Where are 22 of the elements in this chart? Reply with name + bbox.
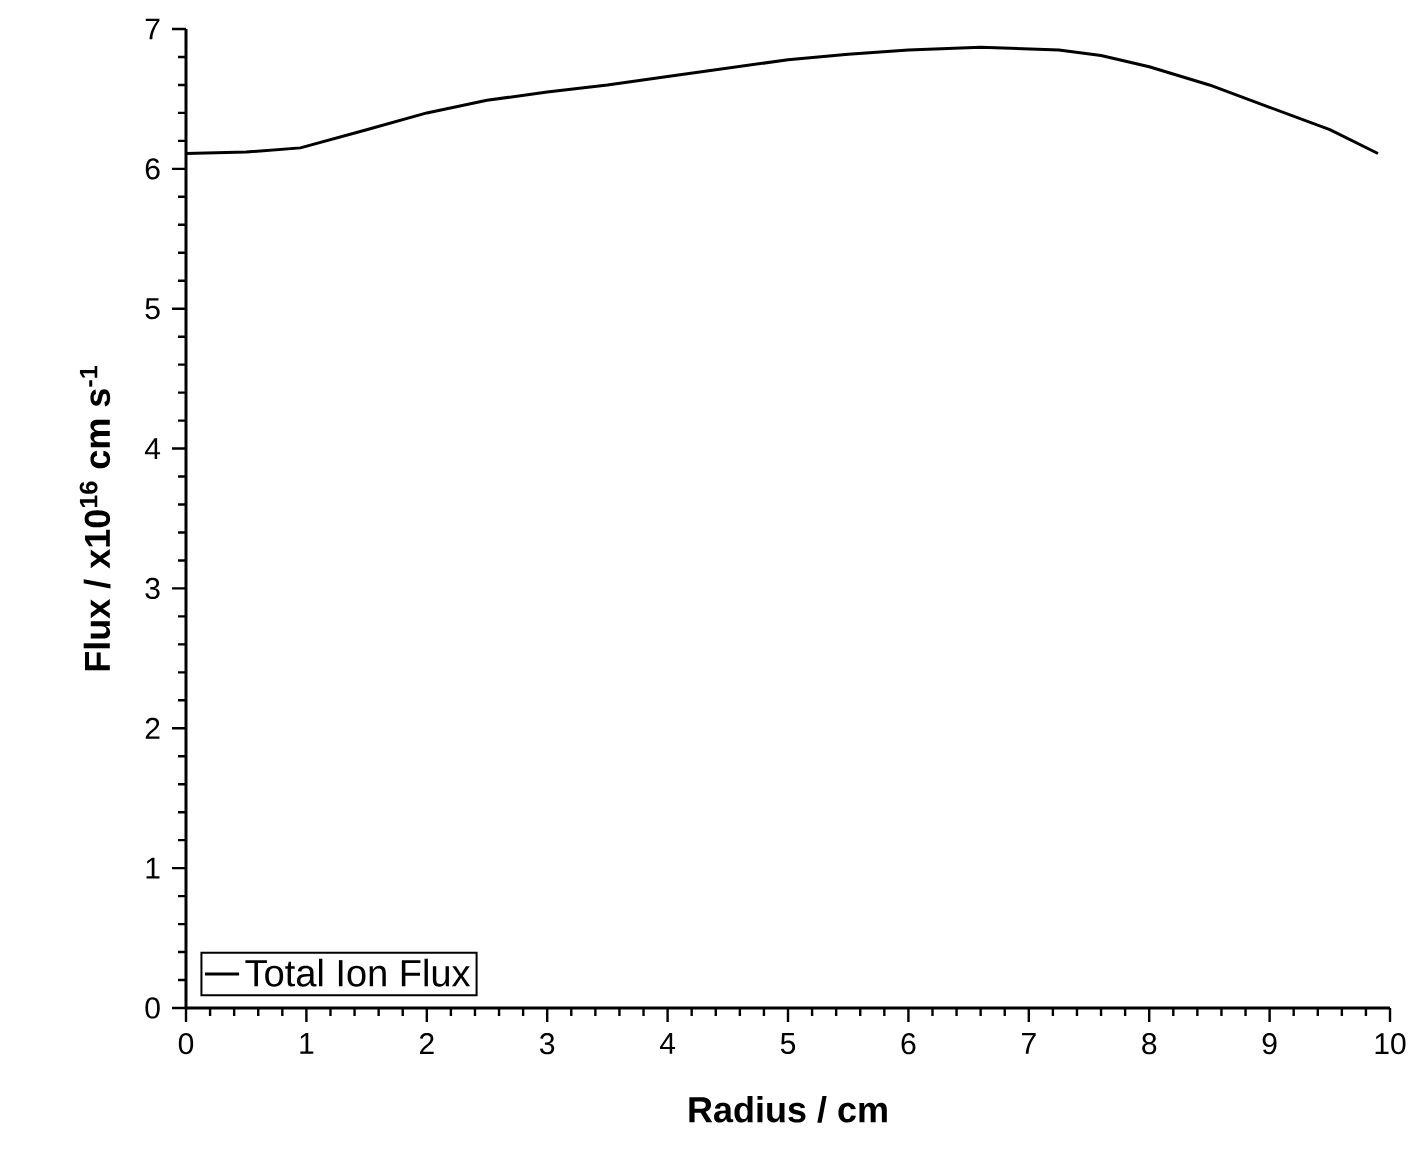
x-tick-label: 0 [178, 1033, 194, 1055]
x-tick-label: 3 [539, 1033, 555, 1055]
y-tick-label: 4 [144, 438, 161, 459]
x-tick-label: 9 [1262, 1033, 1277, 1055]
y-axis-title: Flux / x10$^{16}$ cm s$^{-1}$ [79, 365, 111, 671]
y-tick-label: 6 [145, 158, 160, 180]
y-tick-label: 3 [145, 577, 160, 600]
x-tick-label: 5 [780, 1033, 796, 1054]
x-tick-label: 7 [1022, 1033, 1036, 1054]
legend-label: Total Ion Flux [245, 958, 471, 987]
x-tick-label: 4 [659, 1033, 676, 1054]
y-tick-label: 7 [145, 18, 160, 40]
x-tick-label: 2 [419, 1033, 434, 1055]
y-tick-label: 0 [145, 997, 160, 1019]
y-tick-label: 1 [146, 857, 160, 879]
x-tick-label: 8 [1142, 1033, 1157, 1055]
x-tick-label: 1 [300, 1033, 314, 1054]
x-tick-label: 6 [901, 1033, 916, 1055]
x-tick-label: 10 [1375, 1033, 1406, 1055]
y-tick-label: 5 [145, 298, 160, 320]
y-tick-label: 2 [145, 717, 160, 739]
x-axis-title: Radius / cm [689, 1096, 887, 1123]
